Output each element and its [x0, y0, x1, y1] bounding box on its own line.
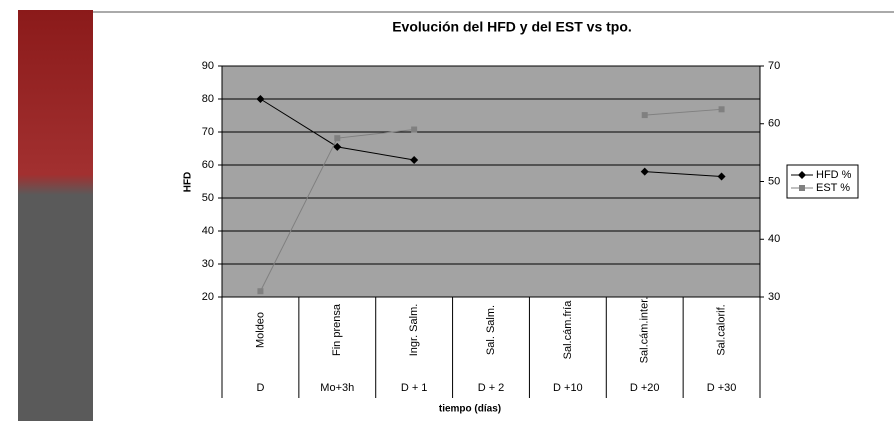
- x-tick-label: Sal.calorif.: [715, 304, 727, 355]
- y2-tick-label: 50: [768, 175, 780, 187]
- x-group-label: Mo+3h: [320, 382, 354, 394]
- y-tick-label: 20: [202, 291, 214, 303]
- legend-label: EST %: [816, 182, 850, 194]
- point: [717, 172, 726, 181]
- y-tick-label: 80: [202, 93, 214, 105]
- y-tick-label: 30: [202, 258, 214, 270]
- x-tick-label: Moldeo: [254, 312, 266, 348]
- point: [799, 185, 805, 191]
- point: [411, 126, 418, 133]
- chart-title: Evolución del HFD y del EST vs tpo.: [392, 19, 632, 35]
- y-tick-label: 90: [202, 60, 214, 72]
- side-strip: [18, 10, 93, 421]
- y-tick-label: 60: [202, 159, 214, 171]
- y2-tick-label: 40: [768, 233, 780, 245]
- x-axis-title: tiempo (días): [439, 404, 501, 415]
- x-group-label: D +30: [707, 382, 737, 394]
- x-group-label: D + 2: [478, 382, 505, 394]
- point: [410, 156, 419, 165]
- x-group-label: D +20: [630, 382, 660, 394]
- y-tick-label: 70: [202, 126, 214, 138]
- y-tick-label: 50: [202, 192, 214, 204]
- y2-tick-label: 30: [768, 291, 780, 303]
- x-tick-label: Sal. Salm.: [485, 305, 497, 355]
- x-tick-label: Ingr. Salm.: [408, 304, 420, 357]
- point: [718, 106, 725, 113]
- x-group-label: D +10: [553, 382, 583, 394]
- legend: [786, 164, 859, 199]
- y-tick-label: 40: [202, 225, 214, 237]
- x-tick-label: Sal.cám.fría: [562, 300, 574, 360]
- y2-tick-label: 60: [768, 118, 780, 130]
- point: [256, 95, 265, 103]
- y2-tick-label: 70: [768, 60, 780, 72]
- point: [798, 171, 806, 179]
- point: [257, 288, 264, 295]
- point: [641, 112, 648, 119]
- point: [334, 135, 341, 142]
- legend-label: HFD %: [816, 169, 852, 181]
- x-tick-label: Fin prensa: [331, 303, 343, 356]
- point: [333, 142, 342, 151]
- x-tick-label: Sal.cám.inter.: [639, 297, 651, 364]
- x-group-label: D: [256, 382, 264, 394]
- y-axis-title: HFD: [183, 172, 194, 193]
- x-group-label: D + 1: [401, 382, 428, 394]
- plot-area: [222, 66, 760, 297]
- point: [640, 167, 649, 176]
